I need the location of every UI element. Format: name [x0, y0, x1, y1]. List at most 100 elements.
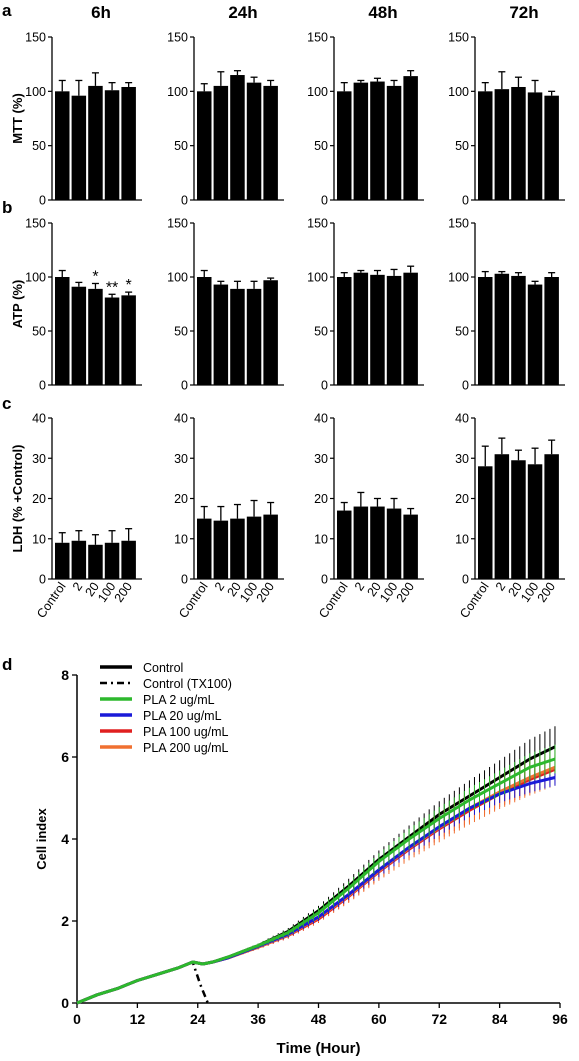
y-tick-label: 40 [314, 412, 328, 426]
x-tick-label: 60 [371, 1011, 387, 1027]
bar [370, 81, 385, 200]
bar [104, 90, 120, 200]
bar [478, 277, 493, 385]
y-tick-label: 150 [448, 31, 469, 45]
y-axis-label: MTT (%) [10, 93, 25, 144]
y-tick-label: 30 [32, 452, 46, 466]
y-tick-label: 150 [167, 31, 188, 45]
y-tick-label: 20 [455, 492, 469, 506]
y-tick-label: 0 [462, 194, 469, 208]
bar [197, 518, 212, 579]
y-tick-label: 50 [455, 325, 469, 339]
significance-mark: ** [106, 279, 118, 296]
y-tick-label: 0 [462, 379, 469, 393]
y-tick-label: 30 [455, 452, 469, 466]
y-tick-label: 50 [314, 139, 328, 153]
x-tick-label: 200 [112, 580, 135, 605]
bar [527, 284, 543, 385]
bar [263, 280, 278, 385]
bar [511, 86, 526, 200]
bar [104, 297, 120, 385]
bar [230, 75, 245, 200]
y-tick-label: 0 [39, 194, 46, 208]
y-tick-label: 50 [174, 325, 188, 339]
y-tick-label: 10 [455, 532, 469, 546]
bar [403, 76, 418, 200]
y-tick-label: 0 [321, 379, 328, 393]
column-title: 48h [368, 3, 397, 22]
bar [88, 288, 103, 385]
x-axis-label: Time (Hour) [277, 1040, 361, 1057]
panel-letter: c [2, 394, 11, 413]
y-tick-label: 0 [181, 194, 188, 208]
bar [71, 286, 87, 385]
legend-label: PLA 2 ug/mL [143, 693, 215, 707]
bar [403, 272, 418, 385]
bar [213, 284, 229, 385]
bar [353, 272, 369, 385]
panel-letter: d [2, 655, 12, 674]
bar [71, 540, 87, 579]
column-title: 72h [509, 3, 538, 22]
bar [353, 506, 369, 579]
series-line [76, 960, 209, 1005]
bar [71, 95, 87, 200]
x-tick-label: 84 [492, 1011, 508, 1027]
y-tick-label: 40 [455, 412, 469, 426]
x-tick-label: 48 [311, 1011, 327, 1027]
bar [121, 540, 136, 579]
significance-mark: * [126, 277, 132, 294]
y-tick-label: 150 [25, 217, 46, 231]
column-title: 24h [228, 3, 257, 22]
bar [353, 82, 369, 200]
y-tick-label: 0 [39, 573, 46, 587]
bar [337, 277, 352, 385]
bar [230, 288, 245, 385]
x-tick-label: 0 [73, 1011, 81, 1027]
column-title: 6h [91, 3, 111, 22]
y-tick-label: 50 [455, 139, 469, 153]
bar [121, 295, 136, 385]
bar [386, 85, 402, 200]
bar [337, 91, 352, 200]
x-tick-label: 200 [394, 580, 417, 605]
bar [527, 464, 543, 579]
legend-label: Control (TX100) [143, 677, 232, 691]
y-tick-label: 40 [174, 412, 188, 426]
legend-label: Control [143, 661, 183, 675]
y-tick-label: 10 [174, 532, 188, 546]
y-axis-label: ATP (%) [10, 280, 25, 329]
y-tick-label: 0 [61, 995, 69, 1011]
y-tick-label: 10 [32, 532, 46, 546]
bar [213, 85, 229, 200]
x-tick-label: 200 [535, 580, 558, 605]
y-tick-label: 100 [448, 85, 469, 99]
panel-letter: a [2, 1, 12, 20]
bar [88, 544, 103, 579]
significance-mark: * [92, 268, 98, 285]
y-tick-label: 50 [314, 325, 328, 339]
bar [263, 85, 278, 200]
y-axis-label: LDH (% +Control) [10, 445, 25, 553]
x-tick-label: 200 [254, 580, 277, 605]
bar [55, 542, 70, 579]
y-tick-label: 0 [321, 573, 328, 587]
y-tick-label: 100 [448, 271, 469, 285]
y-tick-label: 8 [61, 667, 69, 683]
bar [511, 460, 526, 579]
series-line [76, 767, 556, 1005]
y-tick-label: 30 [314, 452, 328, 466]
y-tick-label: 150 [25, 31, 46, 45]
y-tick-label: 150 [167, 217, 188, 231]
bar [246, 516, 262, 579]
bar [478, 466, 493, 579]
x-tick-label: 24 [190, 1011, 206, 1027]
bar [337, 510, 352, 579]
bar [230, 518, 245, 579]
y-tick-label: 30 [174, 452, 188, 466]
bar [494, 454, 510, 579]
bar [544, 454, 559, 579]
x-tick-label: 20 [505, 580, 524, 599]
